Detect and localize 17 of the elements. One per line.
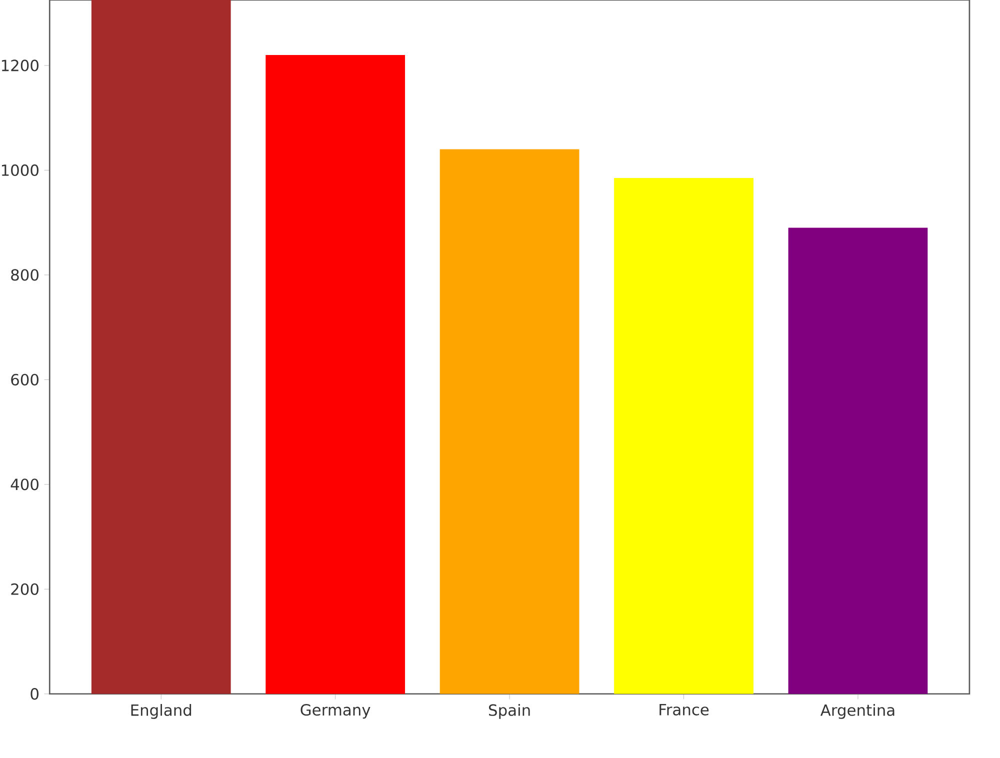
- y-tick-label: 800: [11, 269, 38, 281]
- bar: [614, 178, 754, 694]
- bar: [788, 228, 928, 694]
- bar: [440, 149, 580, 694]
- y-tick-label: 1000: [2, 164, 38, 176]
- y-tick-label: 1200: [2, 60, 38, 72]
- bar: [91, 0, 231, 694]
- x-tick-label: England: [131, 704, 192, 720]
- x-tick-label: Germany: [300, 704, 370, 719]
- y-tick-label: 400: [10, 478, 38, 490]
- x-tick-label: France: [660, 704, 709, 716]
- x-tick-label: Argentina: [820, 704, 894, 720]
- bar: [266, 55, 406, 694]
- y-tick-label: 200: [11, 584, 38, 596]
- y-tick-label: 0: [30, 688, 38, 700]
- x-tick-label: Spain: [489, 704, 530, 720]
- y-tick-label: 600: [11, 374, 38, 386]
